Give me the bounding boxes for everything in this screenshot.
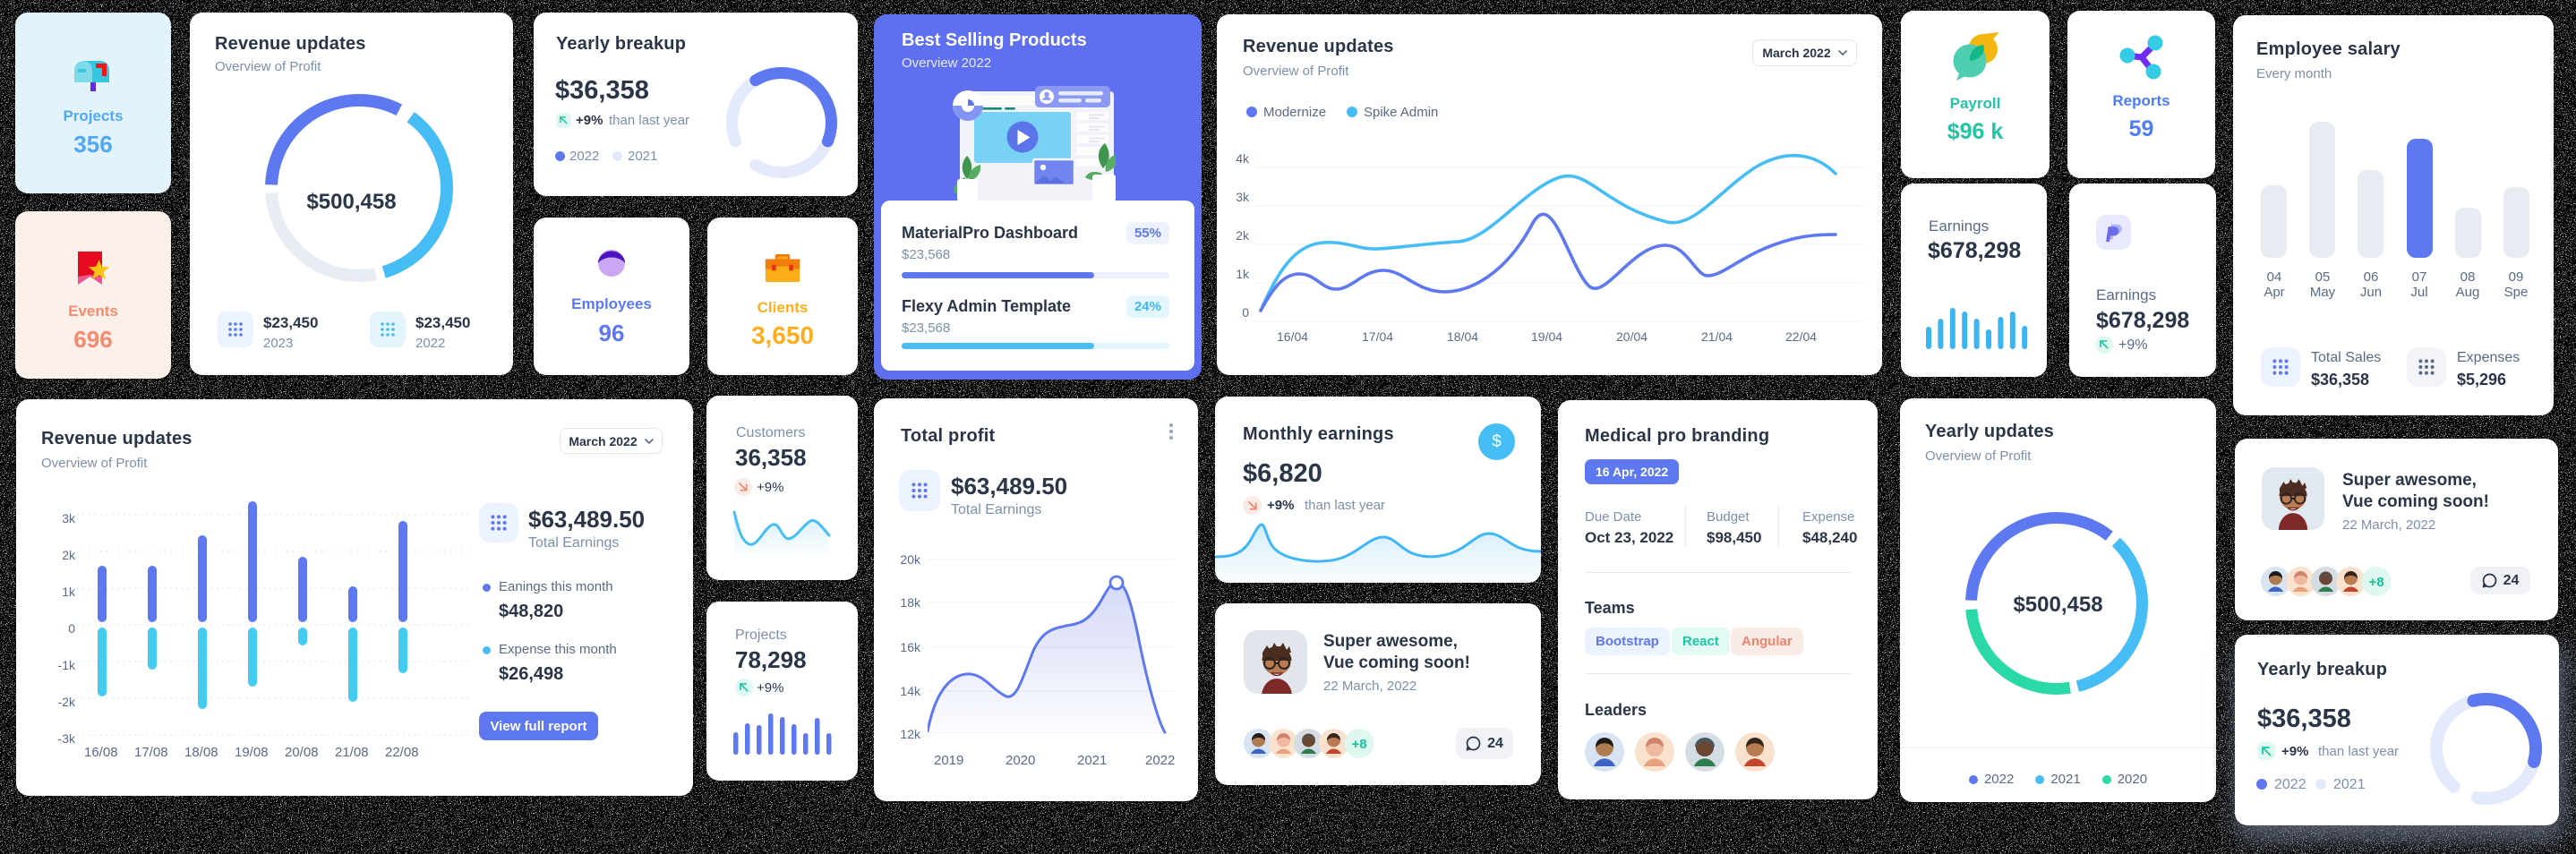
svg-text:+8: +8 — [1351, 737, 1366, 752]
svg-text:+8: +8 — [2368, 575, 2383, 590]
